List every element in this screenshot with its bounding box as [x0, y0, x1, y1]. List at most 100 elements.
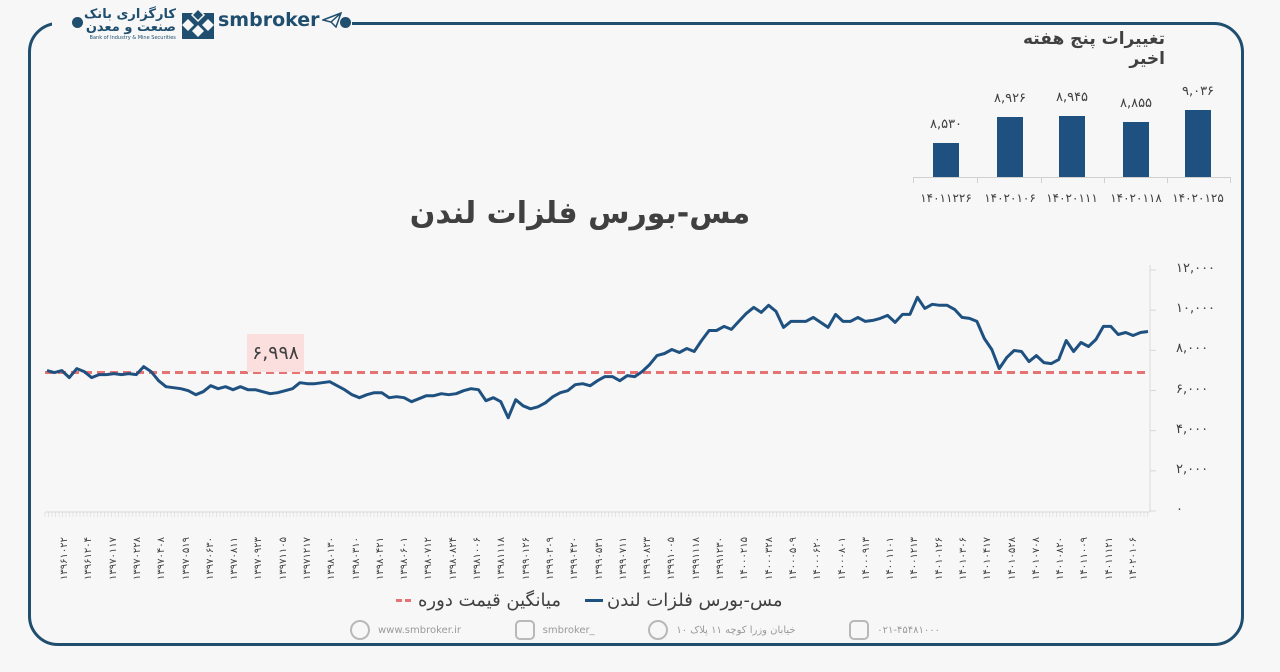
x-tick-label: ۱۳۹۷۰۹۲۳ [253, 537, 265, 580]
x-tick-label: ۱۴۰۰۰۳۲۸ [763, 537, 775, 580]
x-tick-label: ۱۳۹۹۰۵۳۱ [593, 537, 605, 580]
footer-phone[interactable]: ۰۲۱-۴۵۴۸۱۰۰۰ [849, 620, 940, 640]
legend-line-swatch [585, 599, 604, 602]
x-tick-label: ۱۴۰۱۱۱۲۱ [1103, 537, 1115, 580]
bar [1123, 122, 1149, 177]
logo-fa-line2: صنعت و معدن [85, 19, 176, 35]
x-tick-label: ۱۴۰۱۰۸۲۰ [1055, 537, 1067, 580]
bar [1185, 110, 1211, 177]
y-tick-label: ۴,۰۰۰ [1176, 421, 1209, 437]
bar-axis-tick [1230, 177, 1231, 183]
footer-website[interactable]: www.smbroker.ir [350, 620, 461, 640]
footer-website-text: www.smbroker.ir [378, 624, 461, 636]
bar-category-label: ۱۴۰۲۰۱۰۶ [984, 191, 1036, 205]
y-tick-label: ۲,۰۰۰ [1176, 461, 1209, 477]
bar-axis-tick [977, 177, 978, 183]
bar [933, 143, 959, 177]
x-tick-label: ۱۳۹۸۰۸۲۴ [447, 537, 459, 580]
bar-value-label: ۸,۹۲۶ [993, 91, 1027, 106]
x-tick-label: ۱۳۹۷۰۱۱۷ [107, 537, 119, 580]
x-tick-label: ۱۳۹۹۰۳۰۹ [544, 537, 556, 580]
x-tick-label: ۱۴۰۰۰۹۱۳ [860, 537, 872, 580]
y-tick-label: ۶,۰۰۰ [1176, 381, 1209, 397]
bar-axis-tick [913, 177, 914, 183]
chart-legend: مس-بورس فلزات لندن میانگین قیمت دوره [396, 590, 783, 611]
frame-border [28, 22, 1244, 646]
x-tick-label: ۱۳۹۸۰۱۳۰ [326, 537, 338, 580]
footer-instagram[interactable]: smbroker_ [514, 620, 595, 640]
chart-title: مس-بورس فلزات لندن [409, 196, 751, 231]
x-tick-label: ۱۳۹۷۰۸۱۱ [229, 537, 241, 580]
weekly-chart-title: تغییرات پنج هفته اخیر [1022, 29, 1165, 69]
x-tick-label: ۱۳۹۷۰۵۱۹ [180, 537, 192, 580]
x-tick-label: ۱۴۰۰۱۲۱۳ [909, 537, 921, 580]
bar-value-label: ۸,۹۴۵ [1055, 90, 1089, 105]
company-logo: کارگزاری بانک صنعت و معدن Bank of Indust… [84, 4, 214, 44]
x-tick-label: ۱۳۹۹۰۴۲۰ [569, 537, 581, 580]
bar-category-label: ۱۴۰۲۰۱۱۸ [1110, 191, 1162, 205]
logo-mark-icon [181, 7, 214, 41]
y-tick-label: ۱۲,۰۰۰ [1176, 261, 1216, 276]
instagram-icon [514, 620, 535, 640]
x-tick-label: ۱۴۰۱۰۷۰۸ [1030, 537, 1042, 580]
logo-fa-line1: کارگزاری بانک [84, 6, 176, 22]
x-tick-label: ۱۴۰۰۰۲۱۵ [739, 537, 751, 580]
bar-category-label: ۱۴۰۱۱۲۲۶ [920, 191, 972, 205]
x-tick-label: ۱۴۰۲۰۱۰۶ [1128, 537, 1139, 580]
x-tick-label: ۱۴۰۱۱۰۰۹ [1079, 537, 1091, 580]
bar-axis-tick [1167, 177, 1168, 183]
bar-axis-tick [1104, 177, 1105, 183]
x-tick-label: ۱۴۰۱۰۵۲۸ [1006, 537, 1018, 580]
bar-category-label: ۱۴۰۲۰۱۱۱ [1046, 191, 1098, 205]
bar-category-label: ۱۴۰۲۰۱۲۵ [1172, 191, 1224, 205]
x-tick-label: ۱۳۹۹۰۱۲۶ [520, 537, 532, 580]
y-tick-label: ۰ [1176, 502, 1183, 517]
legend-average-label: میانگین قیمت دوره [418, 590, 562, 611]
x-axis-ticks [44, 512, 1148, 517]
x-tick-label: ۱۳۹۸۰۷۱۲ [423, 537, 435, 580]
x-tick-label: ۱۳۹۸۱۱۱۸ [496, 537, 508, 580]
x-tick-label: ۱۴۰۰۱۱۰۱ [885, 537, 896, 580]
x-tick-label: ۱۳۹۶۱۰۲۲ [59, 537, 70, 580]
legend-item-average: میانگین قیمت دوره [396, 590, 561, 611]
x-tick-label: ۱۴۰۱۰۱۲۶ [933, 537, 945, 580]
logo-en: Bank of Industry & Mine Securities [89, 34, 176, 41]
location-pin-icon [648, 620, 669, 640]
series-line [46, 295, 1149, 420]
bar [1059, 116, 1085, 177]
logo-text: کارگزاری بانک صنعت و معدن Bank of Indust… [84, 8, 176, 41]
y-axis-ticks [1150, 269, 1156, 512]
x-tick-label: ۱۴۰۰۰۵۰۹ [787, 537, 799, 580]
x-tick-label: ۱۴۰۱۰۳۰۶ [957, 537, 969, 580]
footer-phone-text: ۰۲۱-۴۵۴۸۱۰۰۰ [877, 624, 940, 636]
x-tick-label: ۱۳۹۹۱۲۳۰ [715, 537, 726, 580]
legend-series-label: مس-بورس فلزات لندن [607, 590, 783, 611]
x-tick-label: ۱۳۹۷۱۲۱۷ [302, 537, 313, 580]
footer-address-text: خیابان وزرا کوچه ۱۱ پلاک ۱۰ [676, 624, 796, 636]
x-tick-label: ۱۴۰۰۰۶۲۰ [812, 537, 824, 580]
x-tick-label: ۱۳۹۹۱۰۰۵ [666, 537, 678, 580]
x-tick-label: ۱۳۹۸۰۴۲۱ [374, 537, 386, 580]
footer-address: خیابان وزرا کوچه ۱۱ پلاک ۱۰ [648, 620, 796, 640]
y-tick-label: ۸,۰۰۰ [1176, 341, 1209, 357]
frame-dot-right [340, 17, 351, 28]
x-tick-label: ۱۳۹۷۱۱۰۵ [277, 537, 289, 580]
x-tick-label: ۱۳۹۷۰۲۲۸ [131, 537, 143, 580]
x-tick-label: ۱۳۹۹۰۸۲۳ [642, 537, 654, 580]
bar-value-label: ۸,۵۳۰ [929, 117, 963, 132]
x-tick-label: ۱۳۹۸۰۳۱۰ [350, 537, 362, 580]
x-tick-label: ۱۳۹۸۱۰۰۶ [472, 537, 483, 580]
brand-name: smbroker [218, 9, 320, 31]
globe-icon [350, 620, 370, 640]
bar-axis [913, 177, 1230, 178]
x-tick-label: ۱۳۹۹۱۱۱۸ [690, 537, 702, 580]
frame-dot-left [72, 17, 83, 28]
bar [997, 117, 1023, 177]
legend-dash-swatch [396, 599, 414, 602]
footer: www.smbroker.ir smbroker_ خیابان وزرا کو… [350, 620, 940, 640]
x-tick-label: ۱۳۹۹۰۷۱۱ [617, 537, 629, 580]
x-tick-label: ۱۳۹۷۰۶۳۰ [204, 537, 216, 580]
legend-item-series: مس-بورس فلزات لندن [585, 590, 783, 611]
y-tick-label: ۱۰,۰۰۰ [1176, 301, 1216, 317]
average-value-label: ۶,۹۹۸ [247, 334, 304, 372]
